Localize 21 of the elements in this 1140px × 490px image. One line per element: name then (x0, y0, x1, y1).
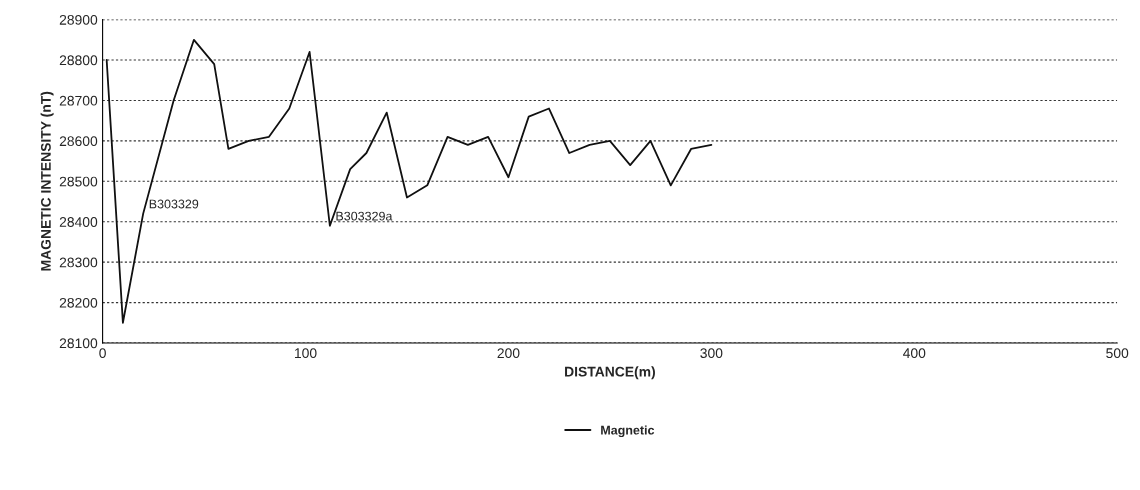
x-axis-title: DISTANCE(m) (565, 366, 655, 380)
x-tick-label: 200 (497, 348, 520, 359)
x-tick-label: 100 (294, 348, 317, 359)
y-tick-label: 28400 (59, 217, 98, 227)
y-tick-label: 28600 (59, 136, 98, 147)
y-tick-label: 28200 (59, 297, 98, 308)
y-tick-label: 28800 (59, 55, 98, 66)
line-series (105, 38, 713, 324)
x-tick-label: 500 (1106, 348, 1129, 359)
x-tick-label: 0 (99, 348, 106, 359)
annotation: B303329 (149, 199, 199, 209)
y-tick-label: 28500 (59, 176, 98, 187)
annotation: B303329a (336, 211, 393, 221)
y-tick-label: 28900 (59, 14, 98, 25)
x-tick-label: 300 (700, 348, 723, 359)
y-axis-title: MAGNETIC INTENSITY (nT) (40, 91, 54, 271)
legend-label: Magnetic (601, 425, 655, 438)
y-tick-label: 28300 (59, 257, 98, 268)
y-tick-label: 28100 (59, 338, 98, 349)
x-tick-label: 400 (903, 348, 926, 359)
y-tick-label: 28700 (59, 95, 98, 106)
